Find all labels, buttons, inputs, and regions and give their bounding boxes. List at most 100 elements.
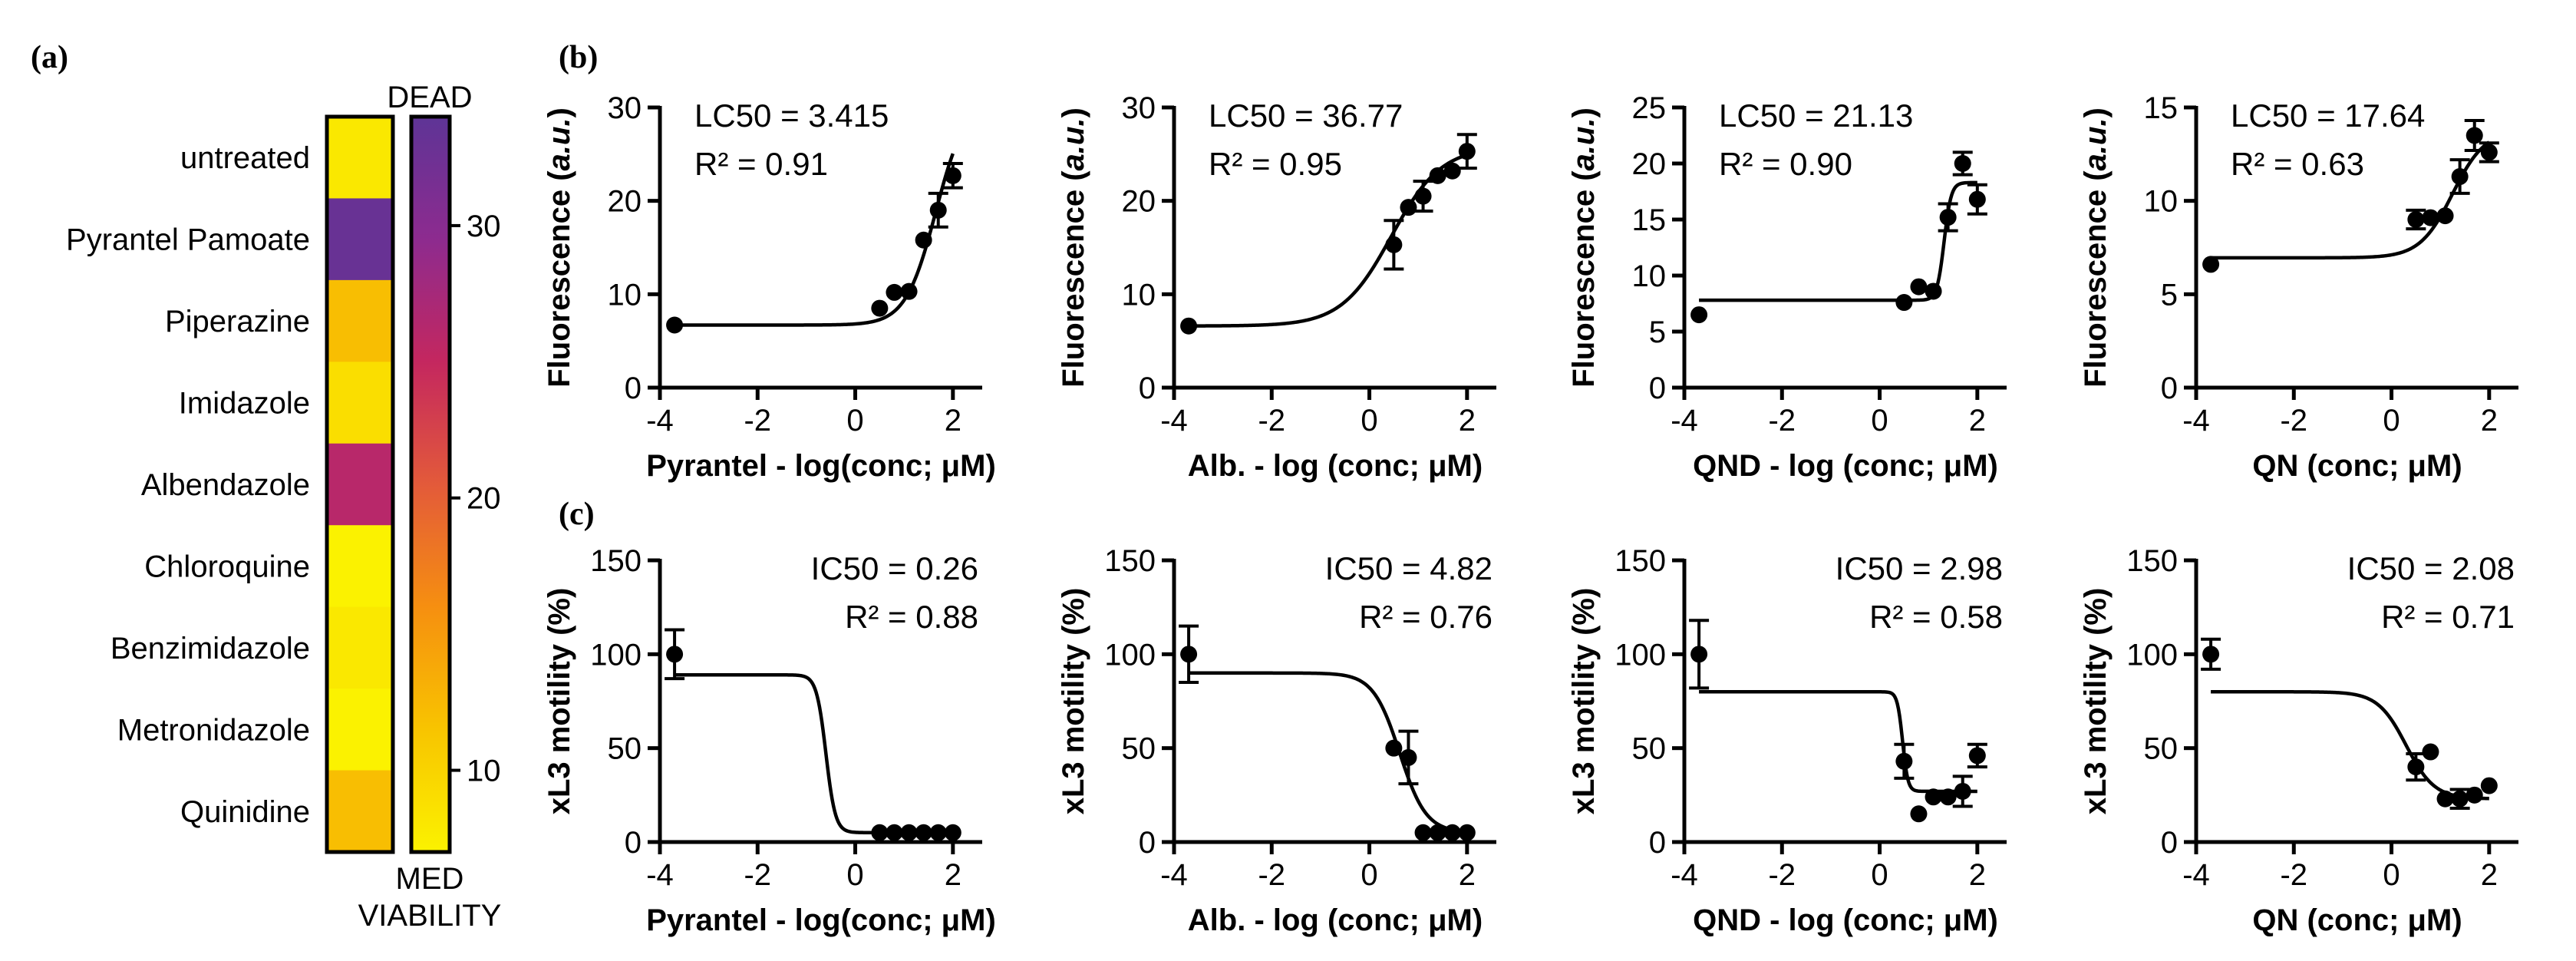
y-tick-label: 15 bbox=[1632, 203, 1667, 237]
panel-label-c: (c) bbox=[559, 497, 595, 532]
x-tick-label: -2 bbox=[1258, 404, 1285, 438]
y-tick-label: 150 bbox=[1104, 544, 1156, 578]
data-point bbox=[900, 824, 918, 841]
data-point bbox=[666, 646, 684, 663]
x-tick-label: -4 bbox=[1160, 858, 1188, 892]
data-point bbox=[2202, 646, 2220, 663]
data-point bbox=[1895, 752, 1913, 770]
stat-r2: R² = 0.76 bbox=[1359, 599, 1492, 635]
stat-r2: R² = 0.63 bbox=[2231, 146, 2364, 182]
data-point bbox=[2422, 743, 2439, 761]
y-tick-label: 50 bbox=[608, 732, 642, 766]
y-tick-label: 50 bbox=[1122, 732, 1156, 766]
data-point bbox=[1458, 143, 1476, 160]
heatmap-row-label: Albendazole bbox=[141, 468, 310, 502]
colorbar-tick-label: 20 bbox=[467, 482, 501, 516]
data-point bbox=[1690, 306, 1708, 324]
y-axis-label: xL3 motility (%) bbox=[2079, 588, 2113, 815]
fit-curve bbox=[675, 673, 953, 835]
panel-label-a: (a) bbox=[31, 40, 68, 75]
x-tick-label: -2 bbox=[744, 858, 771, 892]
colorbar-top-label: DEAD bbox=[387, 81, 472, 114]
data-point bbox=[886, 824, 903, 841]
data-point bbox=[1925, 282, 1942, 300]
y-tick-label: 20 bbox=[1122, 185, 1156, 219]
data-point bbox=[2436, 207, 2454, 225]
stat-ic50: LC50 = 21.13 bbox=[1719, 97, 1913, 134]
data-point bbox=[1954, 782, 1971, 800]
data-point bbox=[2407, 758, 2425, 776]
y-tick-label: 150 bbox=[1615, 544, 1666, 578]
stat-ic50: IC50 = 0.26 bbox=[811, 550, 978, 586]
x-axis-label: Pyrantel - log(conc; μM) bbox=[646, 449, 996, 483]
colorbar-bottom-label-line1: MED bbox=[396, 862, 464, 896]
data-point bbox=[1414, 187, 1432, 205]
fit-curve bbox=[1189, 671, 1467, 834]
heatmap-border bbox=[325, 114, 395, 854]
data-point bbox=[1968, 190, 1986, 208]
y-tick-label: 20 bbox=[608, 185, 642, 219]
x-tick-label: 2 bbox=[945, 858, 961, 892]
y-tick-label: 0 bbox=[1139, 826, 1156, 860]
x-tick-label: 2 bbox=[1459, 404, 1476, 438]
y-tick-label: 0 bbox=[1139, 372, 1156, 405]
panel-label-b: (b) bbox=[559, 40, 598, 75]
y-tick-label: 10 bbox=[1632, 259, 1667, 293]
chart-c1: 0 50 100 150 -4 -2 0 2 Pyrantel - log(conc; μM) x… bbox=[543, 544, 996, 937]
data-point bbox=[1895, 294, 1913, 312]
heatmap-row-label: Chloroquine bbox=[144, 550, 310, 583]
stat-r2: R² = 0.71 bbox=[2381, 599, 2515, 635]
heatmap-row-label: Pyrantel Pamoate bbox=[66, 223, 310, 257]
y-axis-label: Fluorescence (a.u.) bbox=[2079, 107, 2113, 388]
y-tick-label: 30 bbox=[1122, 91, 1156, 125]
stat-r2: R² = 0.88 bbox=[845, 599, 978, 635]
data-point bbox=[915, 231, 932, 249]
stat-r2: R² = 0.90 bbox=[1719, 146, 1852, 182]
y-tick-label: 100 bbox=[1615, 638, 1666, 672]
x-tick-label: -2 bbox=[2280, 858, 2307, 892]
data-point bbox=[1414, 824, 1432, 841]
x-axis-label: QND - log (conc; μM) bbox=[1693, 449, 1998, 483]
data-point bbox=[1429, 824, 1446, 841]
x-tick-label: -2 bbox=[1258, 858, 1285, 892]
x-tick-label: -2 bbox=[744, 404, 771, 438]
data-point bbox=[1968, 747, 1986, 765]
data-point bbox=[2451, 790, 2469, 807]
data-point bbox=[871, 299, 889, 317]
data-point bbox=[871, 824, 889, 841]
x-tick-label: -4 bbox=[1671, 404, 1698, 438]
y-axis-label: xL3 motility (%) bbox=[1057, 588, 1090, 815]
y-tick-label: 15 bbox=[2144, 91, 2179, 125]
stat-r2: R² = 0.95 bbox=[1209, 146, 1342, 182]
x-tick-label: -2 bbox=[1768, 858, 1796, 892]
heatmap-row-label: Quinidine bbox=[180, 795, 310, 829]
data-point bbox=[944, 824, 961, 841]
x-tick-label: 2 bbox=[2481, 858, 2498, 892]
heatmap-row-label: untreated bbox=[180, 141, 310, 175]
x-axis-label: QND - log (conc; μM) bbox=[1693, 903, 1998, 937]
x-axis-label: Alb. - log (conc; μM) bbox=[1188, 449, 1483, 483]
chart-c4: 0 50 100 150 -4 -2 0 2 QN (conc; μM) xL3 motility… bbox=[2079, 544, 2518, 937]
chart-b4: 0 5 10 15 -4 -2 0 2 QN (conc; μM) Fluorescence (a… bbox=[2079, 91, 2518, 483]
fit-curve bbox=[1699, 690, 1977, 794]
x-tick-label: 0 bbox=[2383, 858, 2400, 892]
fit-curve bbox=[2211, 690, 2489, 801]
stat-ic50: LC50 = 17.64 bbox=[2231, 97, 2425, 134]
x-axis-label: Alb. - log (conc; μM) bbox=[1188, 903, 1483, 937]
x-tick-label: 0 bbox=[846, 404, 863, 438]
y-tick-label: 100 bbox=[1104, 638, 1156, 672]
y-tick-label: 20 bbox=[1632, 147, 1667, 181]
y-axis-label: Fluorescence (a.u.) bbox=[543, 107, 576, 388]
data-point bbox=[1690, 646, 1708, 663]
y-tick-label: 0 bbox=[625, 826, 642, 860]
data-point bbox=[1180, 646, 1198, 663]
chart-b3: 0 5 10 15 20 25 -4 -2 0 2 QND - log (conc; μM) Fluo… bbox=[1567, 91, 2007, 483]
y-axis-label: Fluorescence (a.u.) bbox=[1567, 107, 1601, 388]
y-tick-label: 25 bbox=[1632, 91, 1667, 125]
x-tick-label: -4 bbox=[646, 858, 674, 892]
data-point bbox=[1910, 805, 1928, 823]
stat-r2: R² = 0.91 bbox=[694, 146, 828, 182]
y-tick-label: 0 bbox=[2161, 826, 2178, 860]
heatmap: untreated Pyrantel Pamoate Piperazine Imida… bbox=[66, 114, 395, 854]
